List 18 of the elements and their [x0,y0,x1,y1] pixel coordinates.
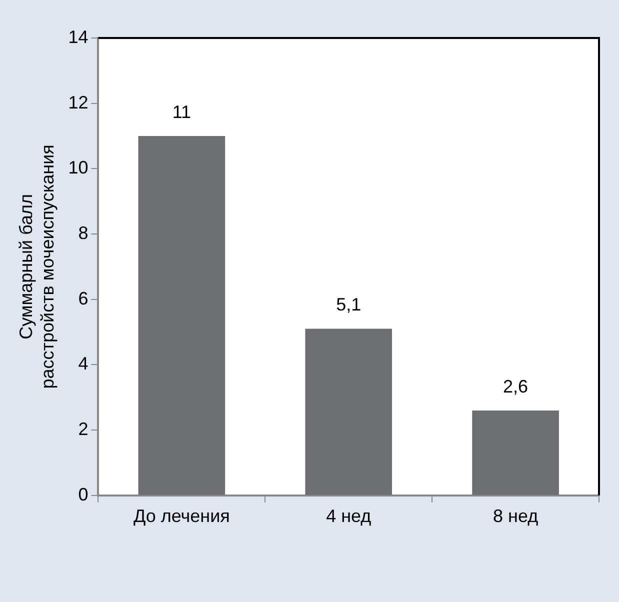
data-label: 11 [172,102,192,122]
data-label: 5,1 [336,294,362,315]
y-axis-title: Суммарный балл расстройств мочеиспускания [16,144,58,389]
y-tick-label: 14 [68,26,88,47]
data-label: 2,6 [503,376,528,396]
y-tick-label: 0 [78,484,88,504]
y-tick-label: 10 [68,158,88,178]
x-tick-label: 4 нед [326,506,372,526]
bar [305,328,392,495]
y-tick-label: 2 [78,419,88,440]
y-tick-label: 8 [78,222,88,243]
y-tick-label: 6 [78,288,88,308]
y-tick-label: 4 [78,354,88,374]
x-tick-label: 8 нед [493,506,539,526]
bar [138,136,226,495]
y-tick-label: 12 [68,92,88,112]
bar [472,410,559,495]
x-tick-label: До лечения [133,506,230,526]
